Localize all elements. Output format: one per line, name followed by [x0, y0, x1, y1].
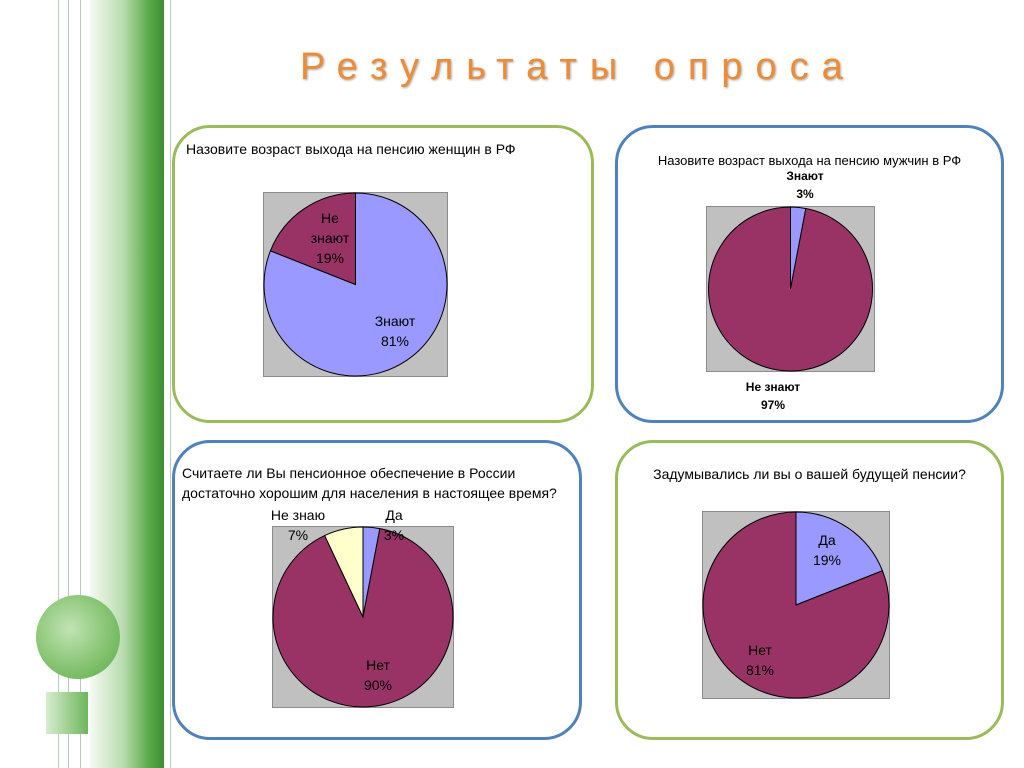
- page-title: Результаты опроса: [300, 46, 856, 88]
- pie-slice-нет: [702, 511, 890, 699]
- question-adequacy: Считаете ли Вы пенсионное обеспечение в …: [182, 465, 557, 501]
- slice-label-future-no: Нет 81%: [745, 642, 775, 678]
- pie-chart-future-pension: [702, 511, 890, 699]
- decor-line: [68, 0, 69, 768]
- pie-slice-нет: [272, 528, 454, 708]
- pie-slice-да: [795, 511, 884, 606]
- decor-line: [80, 0, 81, 768]
- pie-slice-не-знаю: [324, 526, 364, 618]
- pie-chart-women: [263, 192, 448, 377]
- pie-chart-adequacy: [272, 526, 454, 708]
- decor-circle: [36, 595, 120, 679]
- slice-label-adequacy-no: Нет 90%: [363, 657, 393, 693]
- question-future-pension: Задумывались ли вы о вашей будущей пенси…: [653, 466, 966, 482]
- slice-label-men-know: Знают 3%: [786, 169, 824, 201]
- decor-line: [58, 0, 59, 768]
- slice-label-women-not-know: Не знают 19%: [310, 210, 350, 266]
- decor-square: [46, 692, 88, 734]
- slice-label-adequacy-dont-know: Не знаю 7%: [270, 507, 326, 543]
- pie-chart-men: [708, 206, 873, 372]
- slice-label-men-not-know: Не знают 97%: [745, 380, 801, 412]
- question-women: Назовите возраст выхода на пенсию женщин…: [186, 141, 516, 157]
- slice-label-women-know: Знают 81%: [374, 313, 416, 349]
- pie-slice-не-знают: [708, 206, 873, 372]
- decor-line: [170, 0, 171, 768]
- question-men: Назовите возраст выхода на пенсию мужчин…: [657, 153, 962, 168]
- slice-label-adequacy-yes: Да 3%: [383, 507, 405, 543]
- pie-slice-не-знают: [269, 192, 356, 286]
- slice-label-future-yes: Да 19%: [812, 532, 842, 568]
